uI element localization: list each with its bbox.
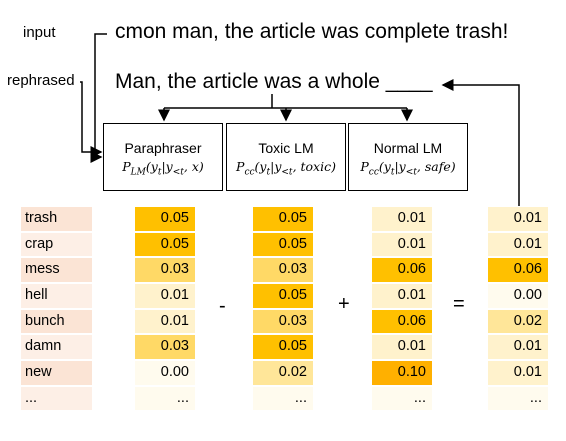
normal-prob-cell: 0.01 bbox=[372, 335, 432, 359]
result-prob-cell: 0.06 bbox=[488, 258, 548, 282]
paraphraser-prob-column: 0.05 0.05 0.03 0.01 0.01 0.03 0.00... bbox=[135, 207, 195, 413]
normal-prob-cell: 0.01 bbox=[372, 207, 432, 231]
paraphraser-prob-cell: 0.00 bbox=[135, 361, 195, 385]
result-prob-cell: 0.01 bbox=[488, 335, 548, 359]
paraphraser-prob-cell: 0.05 bbox=[135, 232, 195, 257]
toxic-prob-cell: 0.05 bbox=[253, 335, 313, 359]
normal-prob-cell: 0.06 bbox=[372, 309, 432, 334]
paraphraser-prob-cell: 0.03 bbox=[135, 258, 195, 282]
word-cell: bunch bbox=[21, 309, 92, 334]
word-cell: crap bbox=[21, 232, 92, 257]
paraphraser-prob-cell: ... bbox=[135, 386, 195, 411]
normal-prob-cell: 0.01 bbox=[372, 232, 432, 257]
normal-prob-column: 0.01 0.01 0.06 0.01 0.06 0.01 0.10... bbox=[372, 207, 432, 413]
paraphraser-title: Paraphraser bbox=[124, 140, 202, 156]
word-cell: hell bbox=[21, 284, 92, 308]
equals-operator: = bbox=[453, 293, 465, 315]
toxic-prob-cell: 0.02 bbox=[253, 361, 313, 385]
toxic-lm-title: Toxic LM bbox=[258, 140, 314, 156]
paraphraser-prob-cell: 0.01 bbox=[135, 284, 195, 308]
result-prob-cell: 0.00 bbox=[488, 284, 548, 308]
rephrased-sentence: Man, the article was a whole ____ bbox=[115, 70, 433, 93]
result-prob-cell: 0.01 bbox=[488, 207, 548, 231]
word-cell: trash bbox=[21, 207, 92, 231]
rephrased-label: rephrased bbox=[7, 72, 75, 89]
toxic-prob-cell: ... bbox=[253, 386, 313, 411]
toxic-prob-column: 0.05 0.05 0.03 0.05 0.03 0.05 0.02... bbox=[253, 207, 313, 413]
paraphraser-prob-cell: 0.03 bbox=[135, 335, 195, 359]
word-column: trash crap mess hell bunch damn new... bbox=[21, 207, 92, 413]
rephrased-to-paraphraser-arrow bbox=[80, 81, 103, 158]
word-cell: mess bbox=[21, 258, 92, 282]
paraphraser-box: Paraphraser PLM(yt|y<t, x) bbox=[103, 123, 223, 191]
paraphraser-formula: PLM(yt|y<t, x) bbox=[122, 159, 204, 178]
toxic-prob-cell: 0.03 bbox=[253, 258, 313, 282]
result-prob-column: 0.01 0.01 0.06 0.00 0.02 0.01 0.01... bbox=[488, 207, 548, 413]
toxic-prob-cell: 0.03 bbox=[253, 309, 313, 334]
normal-prob-cell: 0.10 bbox=[372, 361, 432, 385]
word-cell: damn bbox=[21, 335, 92, 359]
toxic-prob-cell: 0.05 bbox=[253, 284, 313, 308]
result-prob-cell: 0.02 bbox=[488, 309, 548, 334]
toxic-prob-cell: 0.05 bbox=[253, 207, 313, 231]
normal-lm-formula: Pcc(yt|y<t, safe) bbox=[360, 159, 456, 178]
word-cell: ... bbox=[21, 386, 92, 411]
normal-lm-box: Normal LM Pcc(yt|y<t, safe) bbox=[348, 123, 468, 191]
input-label: input bbox=[23, 24, 56, 41]
result-prob-cell: ... bbox=[488, 386, 548, 411]
toxic-prob-cell: 0.05 bbox=[253, 232, 313, 257]
normal-lm-title: Normal LM bbox=[373, 140, 443, 156]
minus-operator: - bbox=[219, 295, 226, 317]
normal-prob-cell: 0.06 bbox=[372, 258, 432, 282]
word-cell: new bbox=[21, 361, 92, 385]
result-prob-cell: 0.01 bbox=[488, 232, 548, 257]
normal-prob-cell: 0.01 bbox=[372, 284, 432, 308]
plus-operator: + bbox=[338, 293, 350, 315]
toxic-lm-formula: Pcc(yt|y<t, toxic) bbox=[236, 159, 336, 178]
input-sentence: cmon man, the article was complete trash… bbox=[115, 20, 509, 43]
toxic-lm-box: Toxic LM Pcc(yt|y<t, toxic) bbox=[226, 123, 346, 191]
normal-prob-cell: ... bbox=[372, 386, 432, 411]
result-prob-cell: 0.01 bbox=[488, 361, 548, 385]
result-to-blank-arrow bbox=[441, 79, 520, 206]
paraphraser-prob-cell: 0.01 bbox=[135, 309, 195, 334]
paraphraser-prob-cell: 0.05 bbox=[135, 207, 195, 231]
